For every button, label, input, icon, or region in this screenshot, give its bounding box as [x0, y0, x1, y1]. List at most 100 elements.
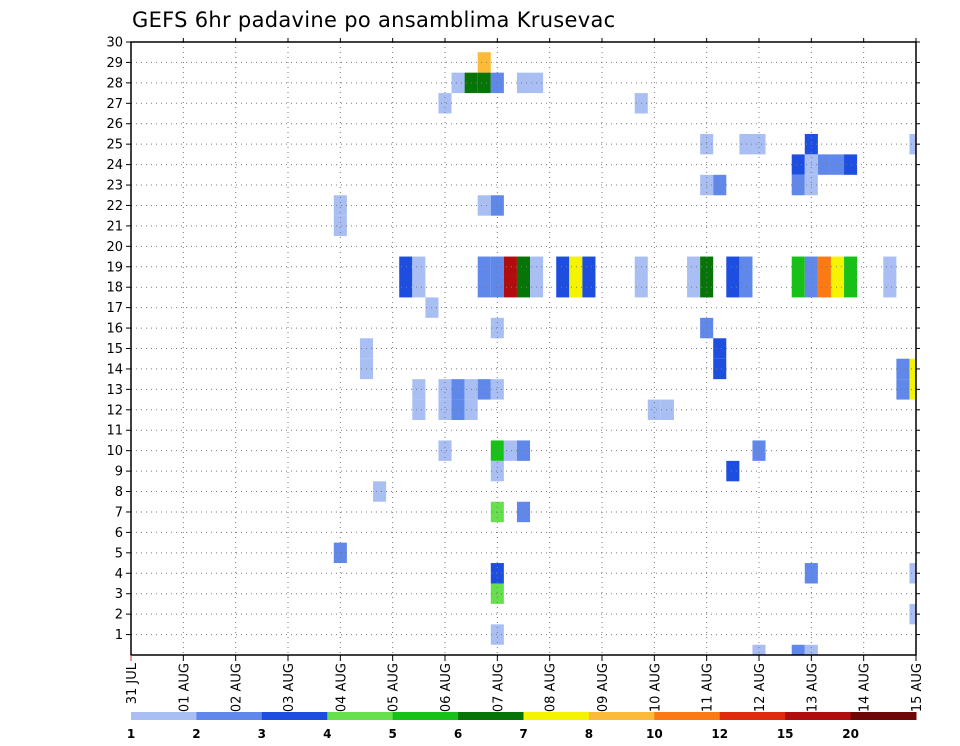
colorbar-label: 2: [192, 727, 200, 741]
precip-cell: [503, 256, 517, 277]
y-tick-label: 13: [106, 383, 123, 398]
precip-cell: [739, 276, 753, 298]
precip-cell: [713, 358, 727, 380]
y-tick-label: 7: [115, 505, 123, 520]
precip-cell: [503, 440, 517, 461]
precip-cell: [909, 603, 916, 625]
precip-cell: [490, 563, 504, 584]
precip-cell: [477, 276, 491, 298]
x-tick-label: 05 AUG: [387, 663, 402, 712]
precip-cell: [726, 460, 740, 482]
y-tick-label: 30: [106, 36, 123, 51]
precip-cell: [399, 256, 413, 277]
y-tick-label: 10: [106, 444, 123, 459]
colorbar-label: 3: [258, 727, 266, 741]
precip-cell: [582, 276, 596, 298]
x-tick-label: 12 AUG: [753, 663, 768, 712]
precip-cell: [516, 276, 531, 298]
colorbar-swatch: [261, 712, 328, 720]
precip-cell: [412, 399, 426, 421]
precip-cell: [844, 256, 858, 277]
precip-cell: [739, 256, 753, 277]
colorbar-label: 6: [454, 727, 462, 741]
colorbar-swatch: [719, 712, 786, 720]
precip-cell: [477, 195, 491, 216]
precip-cell: [791, 256, 805, 277]
precip-cell: [791, 154, 805, 175]
precip-cell: [412, 379, 426, 400]
precip-cell: [503, 276, 517, 298]
y-tick-label: 3: [115, 587, 123, 602]
precip-cell: [490, 460, 504, 482]
precip-cell: [451, 399, 465, 421]
precip-cell: [582, 256, 596, 277]
precip-cell: [791, 644, 805, 655]
precip-cell: [516, 256, 531, 277]
precip-cell: [490, 624, 504, 645]
y-tick-label: 21: [106, 219, 123, 234]
precip-cell: [569, 256, 583, 277]
y-tick-label: 17: [106, 301, 123, 316]
x-tick-label: 14 AUG: [858, 663, 873, 712]
precip-cell: [713, 338, 727, 359]
y-tick-label: 2: [115, 608, 123, 623]
precip-cell: [713, 174, 727, 196]
colorbar-swatch: [458, 712, 524, 720]
colorbar-legend: 1 2 3 4 5 6 7 8 10 12 15 20: [127, 712, 917, 741]
colorbar-label: 5: [388, 727, 396, 741]
precip-cell: [438, 379, 452, 400]
precip-cell: [830, 256, 845, 277]
x-tick-label: 09 AUG: [596, 663, 611, 712]
y-axis-ticks: 1234567891011121314151617181920212223242…: [106, 36, 920, 643]
y-tick-label: 1: [115, 628, 123, 643]
colorbar-label: 8: [585, 727, 593, 741]
y-tick-label: 15: [106, 342, 123, 357]
x-tick-label: 13 AUG: [805, 663, 820, 712]
precip-cell: [412, 276, 426, 298]
precip-cell: [438, 93, 452, 114]
precip-cell: [373, 481, 387, 502]
colorbar-swatch: [588, 712, 655, 720]
precip-cell: [909, 133, 916, 155]
precip-cell: [451, 379, 465, 400]
precip-cell: [399, 276, 413, 298]
colorbar-label: 10: [646, 727, 663, 741]
precip-cell: [726, 256, 740, 277]
precip-cell: [791, 276, 805, 298]
x-tick-label: 02 AUG: [230, 663, 245, 712]
precip-cell: [752, 644, 766, 655]
precip-cell: [804, 644, 818, 655]
precip-cell: [451, 72, 465, 94]
precip-cell: [333, 195, 347, 216]
colorbar-swatch: [392, 712, 459, 720]
grid-lines: [131, 42, 916, 655]
y-tick-label: 16: [106, 322, 123, 337]
y-tick-label: 25: [106, 138, 123, 153]
colorbar-swatch: [131, 712, 197, 720]
precip-cell: [490, 317, 504, 339]
colorbar-swatch: [196, 712, 263, 720]
precip-cell: [909, 358, 916, 380]
colorbar-swatch: [850, 712, 917, 720]
precip-cell: [477, 256, 491, 277]
x-tick-label: 03 AUG: [282, 663, 297, 712]
y-tick-label: 22: [106, 199, 123, 214]
x-tick-label: 15 AUG: [910, 663, 925, 712]
colorbar-label: 20: [842, 727, 859, 741]
precip-cell: [817, 276, 831, 298]
plot-frame: [130, 41, 917, 656]
precip-cell: [909, 563, 916, 584]
precip-cell: [412, 256, 426, 277]
precip-cell: [556, 256, 570, 277]
precip-cell: [556, 276, 570, 298]
precip-cell: [883, 276, 897, 298]
colorbar-swatch: [785, 712, 852, 720]
x-tick-label: 10 AUG: [648, 663, 663, 712]
y-tick-label: 4: [115, 567, 123, 582]
precip-cell: [844, 154, 858, 175]
y-tick-label: 27: [106, 97, 123, 112]
y-tick-label: 14: [106, 362, 123, 377]
colorbar-label: 12: [711, 727, 728, 741]
precip-cell: [516, 501, 531, 523]
